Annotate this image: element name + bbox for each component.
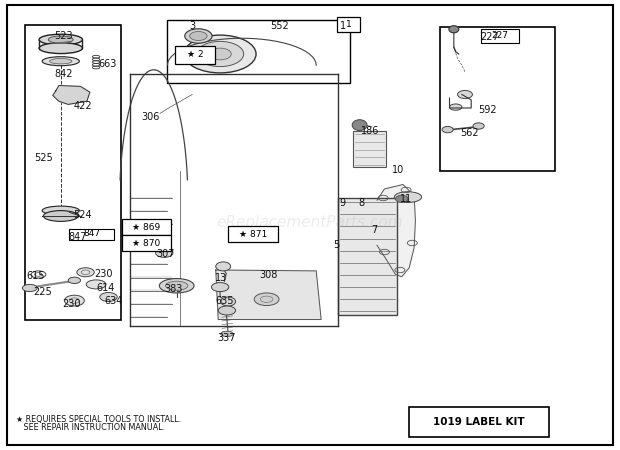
Text: 524: 524 <box>73 210 92 220</box>
Text: 337: 337 <box>217 333 236 343</box>
Ellipse shape <box>86 280 106 289</box>
Text: 1: 1 <box>345 20 352 29</box>
Text: 307: 307 <box>156 249 175 259</box>
Ellipse shape <box>396 195 408 203</box>
Text: eReplacementParts.com: eReplacementParts.com <box>216 215 404 230</box>
Text: 7: 7 <box>371 225 377 235</box>
Text: 592: 592 <box>479 105 497 115</box>
Bar <box>122 235 171 251</box>
Ellipse shape <box>39 34 82 45</box>
Ellipse shape <box>197 41 244 67</box>
Text: 306: 306 <box>141 112 160 122</box>
Text: 227: 227 <box>480 32 499 42</box>
Text: 562: 562 <box>460 128 479 138</box>
Ellipse shape <box>159 279 194 293</box>
Text: 615: 615 <box>26 271 45 281</box>
Text: 552: 552 <box>270 21 288 31</box>
Text: 635: 635 <box>216 297 234 306</box>
Ellipse shape <box>22 284 37 292</box>
Text: 614: 614 <box>96 283 115 293</box>
Ellipse shape <box>394 192 422 202</box>
Bar <box>175 46 215 64</box>
Text: 308: 308 <box>259 270 278 279</box>
Bar <box>337 17 360 32</box>
Polygon shape <box>127 74 347 328</box>
Ellipse shape <box>68 277 81 284</box>
Ellipse shape <box>184 35 256 73</box>
Ellipse shape <box>221 331 233 337</box>
Text: 10: 10 <box>392 165 404 175</box>
Bar <box>228 226 278 242</box>
Text: 663: 663 <box>98 59 117 69</box>
Text: 227: 227 <box>491 32 508 40</box>
Ellipse shape <box>100 292 117 302</box>
Text: 383: 383 <box>164 284 183 294</box>
Text: 847: 847 <box>83 230 100 238</box>
Text: 1019 LABEL KIT: 1019 LABEL KIT <box>433 417 525 427</box>
Text: 634: 634 <box>104 296 123 306</box>
Bar <box>353 131 386 167</box>
Bar <box>440 27 555 171</box>
Text: ★ 869: ★ 869 <box>132 223 161 231</box>
Ellipse shape <box>64 295 84 306</box>
Text: 230: 230 <box>62 299 81 309</box>
Ellipse shape <box>473 123 484 129</box>
Text: ★ 2: ★ 2 <box>187 50 203 59</box>
Text: 9: 9 <box>340 198 346 208</box>
Text: 5: 5 <box>334 240 340 250</box>
Ellipse shape <box>166 281 188 290</box>
Text: 225: 225 <box>33 287 51 297</box>
Bar <box>167 20 350 83</box>
Ellipse shape <box>39 43 82 54</box>
Polygon shape <box>216 270 321 320</box>
Ellipse shape <box>42 57 79 66</box>
Polygon shape <box>377 184 415 277</box>
Ellipse shape <box>458 90 472 99</box>
Ellipse shape <box>42 206 79 215</box>
Text: 186: 186 <box>361 126 379 135</box>
Text: 11: 11 <box>400 194 412 204</box>
Text: 13: 13 <box>215 273 227 283</box>
Text: 3: 3 <box>190 21 196 31</box>
Bar <box>338 198 397 315</box>
Ellipse shape <box>77 268 94 277</box>
Text: 8: 8 <box>358 198 365 208</box>
Ellipse shape <box>209 48 231 60</box>
Text: 847: 847 <box>68 232 87 242</box>
Ellipse shape <box>190 32 207 40</box>
Text: SEE REPAIR INSTRUCTION MANUAL.: SEE REPAIR INSTRUCTION MANUAL. <box>16 423 165 432</box>
Text: 842: 842 <box>55 69 73 79</box>
Text: ★ 871: ★ 871 <box>239 230 267 238</box>
Bar <box>480 29 519 43</box>
Ellipse shape <box>185 29 212 43</box>
Ellipse shape <box>43 211 78 221</box>
Ellipse shape <box>50 58 72 64</box>
Text: ★ REQUIRES SPECIAL TOOLS TO INSTALL.: ★ REQUIRES SPECIAL TOOLS TO INSTALL. <box>16 415 181 424</box>
Bar <box>69 229 114 240</box>
Bar <box>122 219 171 235</box>
Text: 1: 1 <box>340 21 346 31</box>
Ellipse shape <box>254 293 279 306</box>
Text: 525: 525 <box>34 153 53 163</box>
Polygon shape <box>53 86 90 104</box>
Ellipse shape <box>442 126 453 133</box>
Ellipse shape <box>48 36 73 43</box>
Ellipse shape <box>450 104 462 110</box>
Text: 422: 422 <box>73 101 92 111</box>
Text: 230: 230 <box>94 269 113 279</box>
Ellipse shape <box>449 26 459 33</box>
Ellipse shape <box>221 297 236 306</box>
Ellipse shape <box>211 283 229 292</box>
Text: 523: 523 <box>55 31 73 41</box>
Text: ★ 870: ★ 870 <box>132 238 161 248</box>
Ellipse shape <box>156 248 173 257</box>
Bar <box>25 25 121 319</box>
Ellipse shape <box>216 262 231 271</box>
Ellipse shape <box>352 120 367 130</box>
Bar <box>409 407 549 436</box>
Ellipse shape <box>218 306 236 315</box>
